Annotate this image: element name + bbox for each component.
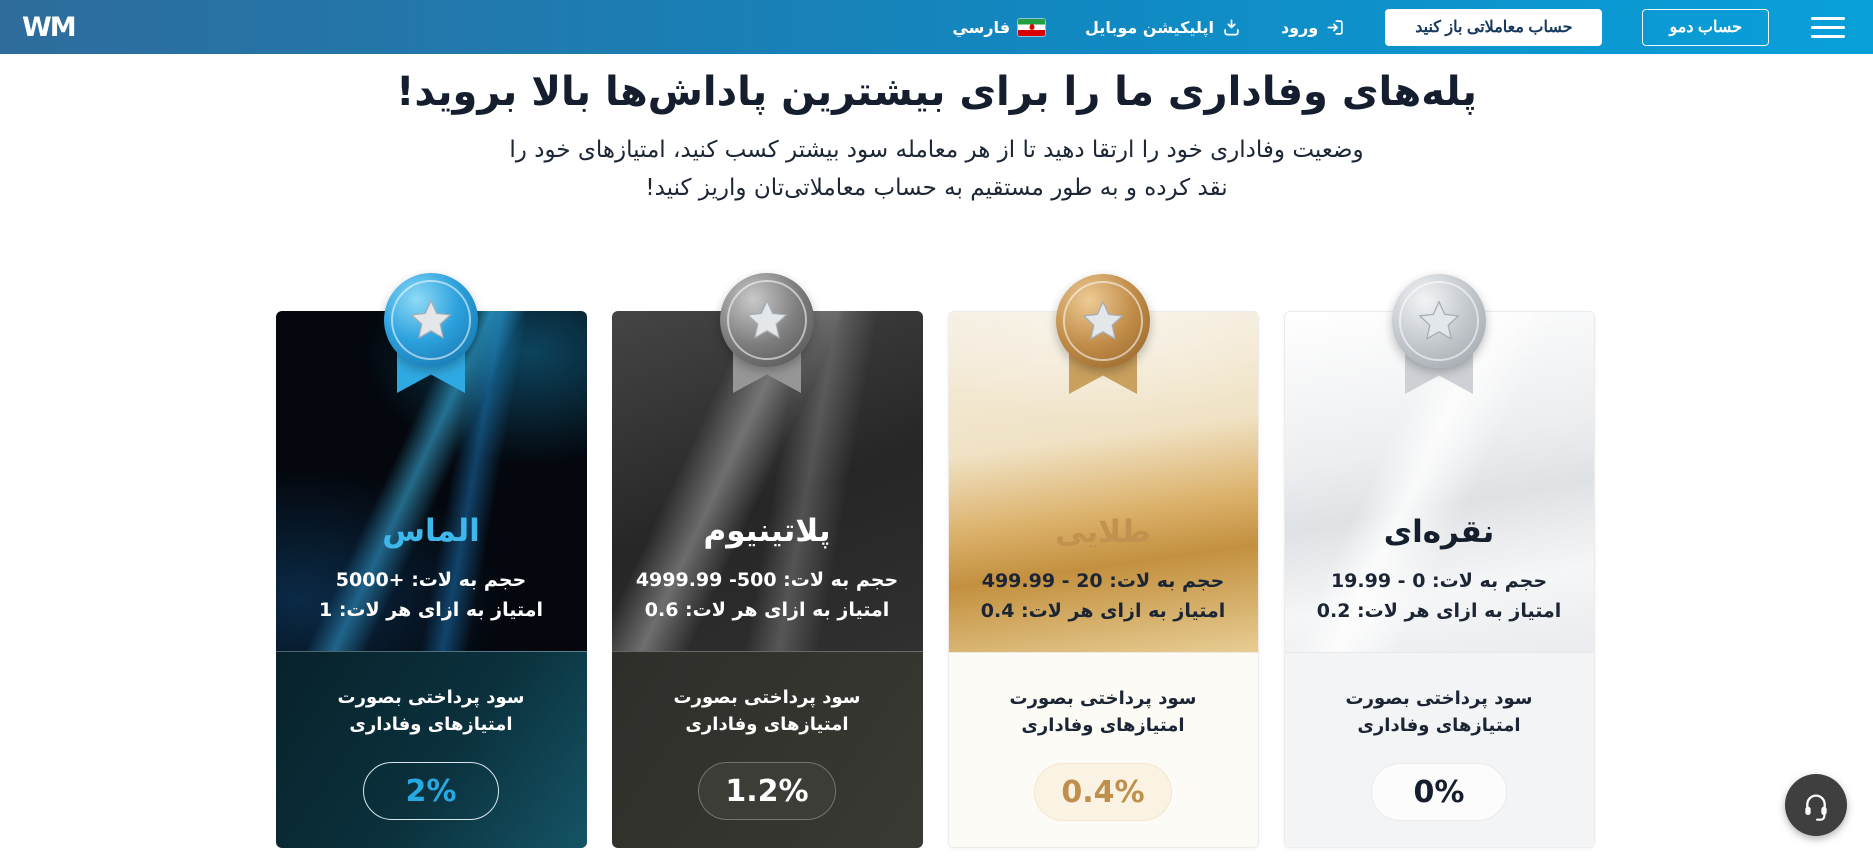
payout-label: سود پرداختی بصورت امتیازهای وفاداری bbox=[337, 687, 525, 735]
star-medal-icon bbox=[1384, 274, 1494, 424]
page-subtitle-line1: وضعیت وفاداری خود را ارتقا دهید تا از هر… bbox=[509, 137, 1364, 163]
brand-logo[interactable]: WM bbox=[22, 11, 77, 43]
login-arrow-icon bbox=[1326, 18, 1345, 37]
page-subtitle-line2: نقد کرده و به طور مستقیم به حساب معاملات… bbox=[645, 175, 1228, 201]
payout-percent: 1.2% bbox=[725, 773, 809, 809]
page-title: پله‌های وفاداری ما را برای بیشترین پاداش… bbox=[396, 69, 1477, 115]
loyalty-tier-cards: الماس حجم به لات: +5000 امتیاز به ازای ه… bbox=[275, 273, 1598, 848]
payout-percent-badge: 0% bbox=[1371, 763, 1507, 821]
hamburger-menu-icon[interactable] bbox=[1809, 13, 1847, 42]
tier-volume: حجم به لات: 20 - 499.99 bbox=[981, 570, 1225, 592]
demo-account-button[interactable]: حساب دمو bbox=[1642, 8, 1769, 46]
star-icon bbox=[411, 300, 451, 339]
tier-points: امتیاز به ازای هر لات: 0.2 bbox=[1316, 600, 1562, 622]
tier-volume: حجم به لات: +5000 bbox=[335, 569, 527, 591]
star-icon bbox=[1083, 301, 1123, 340]
open-account-button[interactable]: حساب معاملاتی باز کنید bbox=[1385, 8, 1603, 46]
star-medal-icon bbox=[712, 273, 822, 423]
payout-percent: 0.4% bbox=[1061, 774, 1145, 810]
iran-flag-icon bbox=[1018, 18, 1046, 36]
tier-card-gold: طلایی حجم به لات: 20 - 499.99 امتیاز به … bbox=[947, 274, 1259, 848]
top-navbar: WM فارسي اپلیکیشن موبایل ورود حساب معامل… bbox=[0, 0, 1873, 54]
support-chat-button[interactable] bbox=[1785, 774, 1847, 836]
tier-title: طلایی bbox=[1055, 514, 1151, 550]
headset-icon bbox=[1805, 794, 1827, 821]
tier-title: نقره‌ای bbox=[1383, 514, 1495, 550]
tier-points: امتیاز به ازای هر لات: 1 bbox=[318, 599, 544, 621]
payout-percent-badge: 2% bbox=[363, 762, 499, 820]
payout-percent: 0% bbox=[1413, 774, 1465, 810]
tier-title: پلاتینیوم bbox=[703, 513, 831, 549]
language-selector[interactable]: فارسي bbox=[952, 17, 1046, 37]
medal-circle bbox=[1392, 274, 1486, 368]
star-icon bbox=[1419, 301, 1459, 340]
tier-title: الماس bbox=[382, 513, 480, 549]
medal-circle bbox=[384, 273, 478, 367]
tier-volume: حجم به لات: 0 - 19.99 bbox=[1330, 570, 1548, 592]
tier-points: امتیاز به ازای هر لات: 0.4 bbox=[980, 600, 1226, 622]
language-label: فارسي bbox=[952, 17, 1011, 37]
mobile-app-link[interactable]: اپلیکیشن موبایل bbox=[1085, 18, 1241, 37]
payout-label: سود پرداختی بصورت امتیازهای وفاداری bbox=[1345, 688, 1533, 736]
payout-percent-badge: 1.2% bbox=[698, 762, 836, 820]
payout-percent: 2% bbox=[405, 773, 457, 809]
tier-volume: حجم به لات: 500- 4999.99 bbox=[635, 569, 899, 591]
tier-card-platinum: پلاتینیوم حجم به لات: 500- 4999.99 امتیا… bbox=[611, 273, 923, 848]
tier-points: امتیاز به ازای هر لات: 0.6 bbox=[644, 599, 890, 621]
star-icon bbox=[747, 300, 787, 339]
login-label: ورود bbox=[1280, 17, 1319, 37]
payout-percent-badge: 0.4% bbox=[1034, 763, 1172, 821]
star-medal-icon bbox=[1048, 274, 1158, 424]
tier-card-diamond: الماس حجم به لات: +5000 امتیاز به ازای ه… bbox=[275, 273, 587, 848]
star-medal-icon bbox=[376, 273, 486, 423]
download-icon bbox=[1222, 18, 1241, 37]
medal-circle bbox=[1056, 274, 1150, 368]
tier-card-silver: نقره‌ای حجم به لات: 0 - 19.99 امتیاز به … bbox=[1283, 274, 1595, 848]
payout-label: سود پرداختی بصورت امتیازهای وفاداری bbox=[673, 687, 861, 735]
hero-section: پله‌های وفاداری ما را برای بیشترین پاداش… bbox=[0, 54, 1873, 207]
mobile-app-label: اپلیکیشن موبایل bbox=[1085, 17, 1214, 37]
medal-circle bbox=[720, 273, 814, 367]
login-link[interactable]: ورود bbox=[1281, 18, 1345, 37]
payout-label: سود پرداختی بصورت امتیازهای وفاداری bbox=[1009, 688, 1197, 736]
